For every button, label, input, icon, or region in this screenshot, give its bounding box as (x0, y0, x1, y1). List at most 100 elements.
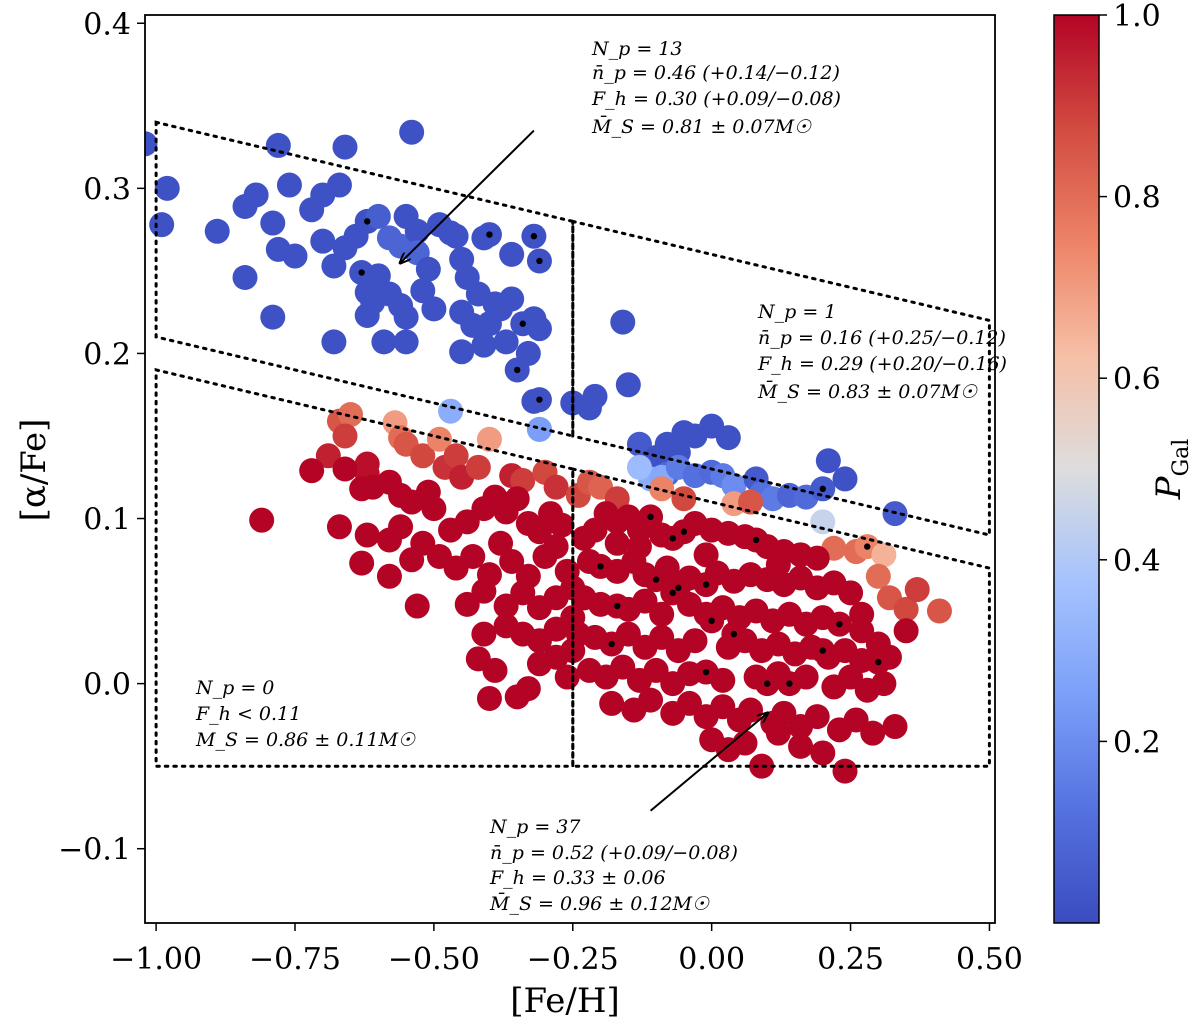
data-point (310, 228, 336, 254)
data-point (693, 542, 719, 568)
planet-host-marker (819, 485, 826, 493)
planet-host-marker (786, 680, 793, 687)
planet-host-marker (608, 640, 615, 648)
data-point (410, 530, 436, 556)
x-tick-label: −0.75 (249, 942, 341, 977)
data-point (893, 618, 919, 644)
planet-host-marker (514, 366, 521, 374)
data-point (454, 591, 480, 617)
y-tick-label: 0.4 (83, 7, 131, 42)
region-thin-disk-metal-poor (154, 368, 575, 768)
data-point (332, 423, 358, 449)
y-tick-label: 0.0 (83, 668, 131, 703)
planet-host-marker (358, 269, 365, 276)
data-point (149, 212, 175, 238)
data-point (860, 720, 886, 746)
data-point (476, 426, 502, 452)
data-point (488, 530, 514, 556)
data-point (393, 329, 419, 355)
planet-host-marker (652, 576, 660, 583)
data-point (599, 690, 625, 716)
data-point (493, 329, 519, 355)
data-point (604, 530, 630, 556)
data-point (404, 218, 430, 244)
data-point (810, 509, 836, 535)
x-tick-label: 0.50 (956, 942, 1023, 977)
planet-host-marker (836, 620, 843, 628)
data-point (632, 588, 658, 614)
data-point (793, 664, 819, 690)
planet-host-marker (864, 543, 871, 550)
data-point (321, 329, 347, 355)
data-point (349, 550, 375, 576)
data-point (643, 657, 669, 683)
planet-host-marker (364, 218, 371, 225)
selection-regions (154, 120, 991, 768)
data-point (765, 720, 791, 746)
x-tick-label: 0.00 (678, 942, 745, 977)
data-point (499, 548, 525, 574)
data-point (504, 486, 530, 512)
x-axis-ticks: −1.00 −0.75 −0.50 −0.25 0.00 0.25 0.50 (110, 923, 1023, 977)
data-point (721, 473, 747, 499)
planet-host-marker (669, 589, 676, 597)
data-point (526, 416, 552, 442)
data-point (749, 753, 775, 779)
annotation-right-line-1: N_p = 1 (757, 301, 836, 323)
annotation-bottom-line-1: N_p = 37 (489, 816, 581, 838)
data-point (265, 132, 291, 158)
data-point (904, 577, 930, 603)
data-point (649, 624, 675, 650)
data-point (460, 543, 486, 569)
data-point (738, 489, 764, 515)
data-point (438, 398, 464, 424)
data-point (615, 372, 641, 398)
annotation-right-line-3: F_h = 0.29 (+0.20/−0.16) (757, 353, 1007, 375)
data-point (882, 714, 908, 740)
data-point (771, 700, 797, 726)
x-axis-title: [Fe/H] (510, 981, 620, 1021)
data-point (354, 302, 380, 328)
planet-host-marker (614, 602, 621, 610)
data-point (315, 443, 341, 469)
data-point (526, 519, 552, 545)
data-point (443, 443, 469, 469)
colorbar-tick-label: 0.2 (1113, 725, 1161, 760)
data-point (338, 402, 364, 428)
colorbar-tick-label: 1.0 (1113, 0, 1161, 34)
annotation-bottom-left-line-1: N_p = 0 (195, 677, 274, 699)
y-tick-label: 0.1 (83, 503, 131, 538)
data-point (732, 730, 758, 756)
region-high-alpha-metal-rich (571, 219, 991, 537)
data-point (804, 704, 830, 730)
planet-host-marker (875, 658, 882, 666)
data-point (421, 296, 447, 322)
data-point (682, 628, 708, 654)
y-tick-label: 0.2 (83, 337, 131, 372)
data-point (871, 671, 897, 697)
data-point (260, 210, 286, 236)
planet-host-marker (752, 536, 760, 544)
data-point (710, 694, 736, 720)
planet-host-marker (702, 581, 710, 588)
planet-host-marker (680, 528, 688, 535)
data-point (926, 598, 952, 624)
data-point (326, 172, 352, 198)
data-point (543, 534, 569, 560)
data-point (788, 733, 814, 759)
data-point (426, 426, 452, 452)
data-point (332, 134, 358, 160)
data-point (471, 621, 497, 647)
data-point (449, 339, 475, 365)
data-point (232, 264, 258, 290)
planet-host-marker (597, 563, 604, 570)
data-point (443, 223, 469, 249)
colorbar-ticks: 0.2 0.4 0.6 0.8 1.0 (1099, 0, 1161, 760)
data-point (154, 175, 180, 201)
data-point (326, 514, 352, 540)
annotation-top-line-1: N_p = 13 (591, 38, 682, 60)
planet-host-marker (702, 668, 710, 676)
data-point (376, 563, 402, 589)
